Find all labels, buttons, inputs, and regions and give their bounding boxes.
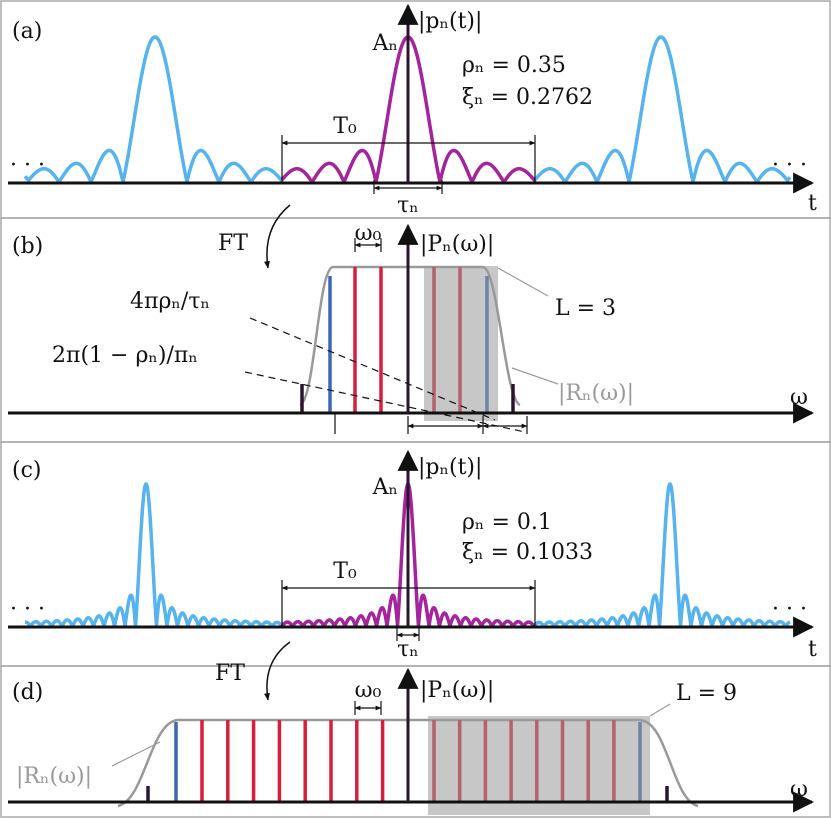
period-label: T₀ bbox=[333, 559, 357, 584]
rolloff-label: 2π(1 − ρₙ)/πₙ bbox=[52, 343, 198, 368]
width-label: τₙ bbox=[397, 637, 419, 662]
width-label: τₙ bbox=[397, 193, 419, 218]
bandwidth-label: 4πρₙ/τₙ bbox=[130, 289, 210, 314]
axis-x-label: t bbox=[808, 637, 817, 662]
pulse-curve bbox=[23, 482, 284, 628]
panel-label: (b) bbox=[12, 234, 43, 259]
pulse-curve bbox=[533, 482, 792, 628]
pulse-curve bbox=[533, 35, 792, 184]
brackets bbox=[354, 701, 382, 715]
axis-y-label: |Pₙ(ω)| bbox=[420, 678, 494, 703]
spacing-label: ω₀ bbox=[355, 221, 382, 246]
spacing-label: ω₀ bbox=[355, 678, 382, 703]
rho-label: ρₙ = 0.35 bbox=[462, 53, 566, 78]
count-label: L = 3 bbox=[555, 296, 616, 321]
axis-y-label: |pₙ(t)| bbox=[418, 455, 482, 480]
count-label: L = 9 bbox=[676, 681, 737, 706]
xi-label: ξₙ = 0.2762 bbox=[462, 85, 593, 110]
brackets bbox=[244, 238, 528, 434]
curves bbox=[23, 35, 792, 628]
panel-label: (d) bbox=[12, 680, 43, 705]
ellipsis: · · · bbox=[772, 153, 807, 178]
leaders bbox=[111, 703, 671, 767]
axis-x-label: ω bbox=[790, 777, 808, 802]
axis-x-label: ω bbox=[790, 385, 808, 410]
ellipsis: · · · bbox=[772, 597, 807, 622]
rho-label: ρₙ = 0.1 bbox=[462, 510, 552, 535]
envelope-label: |Rₙ(ω)| bbox=[558, 381, 634, 406]
ellipsis: · · · bbox=[10, 153, 45, 178]
amplitude-label: Aₙ bbox=[372, 31, 398, 56]
axis-y-label: |pₙ(t)| bbox=[418, 9, 482, 34]
axis-x-label: t bbox=[808, 191, 817, 216]
ft-label: FT bbox=[218, 231, 248, 256]
panel-label: (c) bbox=[12, 458, 42, 483]
envelope-label: |Rₙ(ω)| bbox=[16, 764, 92, 789]
amplitude-label: Aₙ bbox=[372, 475, 398, 500]
panel-label: (a) bbox=[12, 19, 42, 44]
brackets bbox=[281, 580, 536, 641]
shaded-band bbox=[428, 716, 650, 815]
axis-y-label: |Pₙ(ω)| bbox=[420, 232, 494, 257]
period-label: T₀ bbox=[333, 114, 357, 139]
ellipsis: · · · bbox=[10, 597, 45, 622]
ft-arrow bbox=[264, 204, 291, 269]
ft-label: FT bbox=[215, 661, 245, 686]
xi-label: ξₙ = 0.1033 bbox=[462, 540, 593, 565]
leaders bbox=[497, 267, 559, 385]
ft-arrow bbox=[263, 641, 291, 701]
brackets bbox=[281, 135, 536, 194]
pulse-curve bbox=[23, 35, 284, 184]
shaded-band bbox=[424, 266, 498, 421]
